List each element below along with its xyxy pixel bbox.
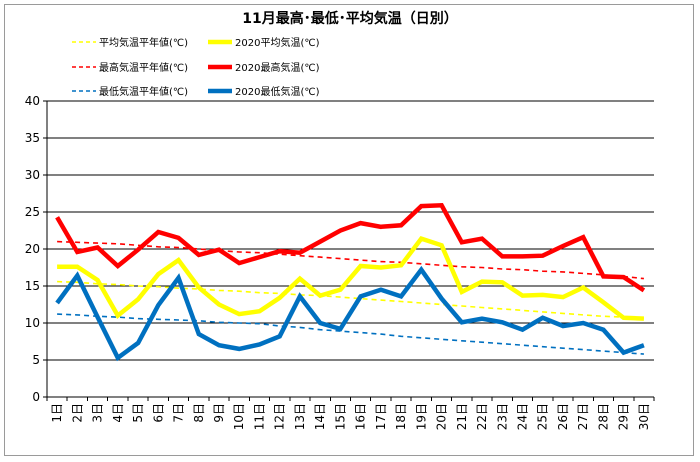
series-lines	[55, 202, 646, 362]
x-tick-label: 12日	[273, 403, 287, 430]
y-tick-label: 25	[25, 205, 40, 219]
y-tick-label: 10	[25, 316, 40, 330]
x-tick-label: 18日	[394, 403, 408, 430]
chart-title: 11月最高･最低･平均気温（日別）	[242, 10, 457, 27]
x-tick-label: 21日	[455, 403, 469, 430]
y-tick-label: 5	[32, 353, 40, 367]
x-tick-label: 4日	[111, 403, 125, 423]
series-line-1	[57, 280, 644, 320]
chart-frame	[4, 4, 694, 456]
x-tick-label: 28日	[596, 403, 610, 430]
legend-label: 2020平均気温(℃)	[235, 36, 320, 49]
y-axis: 0 5 10 15 20 25 30 35 40	[25, 94, 48, 404]
x-tick-label: 17日	[374, 403, 388, 430]
legend-label: 最高気温平年値(℃)	[99, 61, 188, 74]
x-tick-label: 13日	[293, 403, 307, 430]
x-tick-label: 23日	[495, 403, 509, 430]
series-line-4	[55, 202, 646, 293]
x-tick-label: 1日	[50, 403, 64, 423]
legend-label: 2020最低気温(℃)	[235, 85, 320, 98]
x-tick-label: 2日	[70, 403, 84, 423]
legend-label: 最低気温平年値(℃)	[99, 85, 188, 98]
x-tick-label: 11日	[252, 403, 266, 430]
x-tick-label: 30日	[637, 403, 651, 430]
x-tick-label: 9日	[212, 403, 226, 423]
x-tick-label: 3日	[91, 403, 105, 423]
x-tick-label: 20日	[435, 403, 449, 430]
x-tick-label: 16日	[354, 403, 368, 430]
series-line-2	[57, 235, 644, 321]
y-tick-label: 20	[25, 242, 40, 256]
x-tick-label: 5日	[131, 403, 145, 423]
legend-label: 平均気温平年値(℃)	[99, 36, 188, 49]
series-line-3	[57, 240, 644, 280]
x-axis: 1日 2日 3日 4日 5日 6日 7日 8日 9日 10日 11日 12日 13日 14日 15日 16日 1…	[46, 396, 655, 430]
x-tick-label: 25日	[536, 403, 550, 430]
x-tick-label: 26日	[556, 403, 570, 430]
x-tick-label: 8日	[192, 403, 206, 423]
series-line-5	[57, 313, 644, 355]
x-tick-label: 24日	[515, 403, 529, 430]
y-tick-label: 40	[25, 94, 40, 108]
x-tick-label: 15日	[333, 403, 347, 430]
legend: 平均気温平年値(℃) 2020平均気温(℃) 最高気温平年値(℃) 2020最高気温(…	[72, 36, 320, 98]
legend-label: 2020最高気温(℃)	[235, 61, 320, 74]
x-tick-label: 7日	[172, 403, 186, 423]
x-tick-label: 10日	[232, 403, 246, 430]
x-tick-label: 6日	[151, 403, 165, 423]
x-tick-label: 27日	[576, 403, 590, 430]
x-tick-label: 29日	[617, 403, 631, 430]
y-tick-label: 0	[32, 390, 40, 404]
y-tick-label: 15	[25, 279, 40, 293]
x-tick-label: 22日	[475, 403, 489, 430]
x-tick-label: 19日	[414, 403, 428, 430]
y-tick-label: 30	[25, 168, 40, 182]
x-tick-label: 14日	[313, 403, 327, 430]
series-line-6	[55, 265, 645, 362]
y-tick-label: 35	[25, 131, 40, 145]
